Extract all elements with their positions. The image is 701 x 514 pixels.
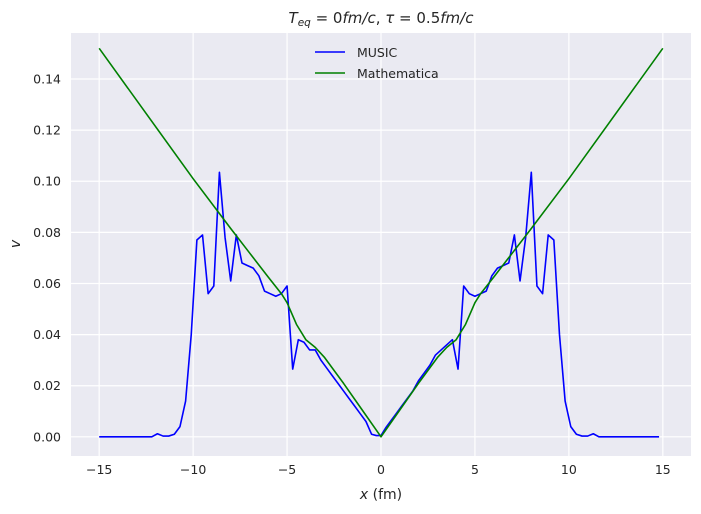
legend-label-music: MUSIC bbox=[357, 45, 398, 60]
legend-label-mathematica: Mathematica bbox=[357, 66, 439, 81]
legend: MUSIC Mathematica bbox=[315, 45, 439, 81]
y-tick-label: 0.02 bbox=[33, 378, 61, 393]
series-line-mathematica bbox=[98, 47, 664, 438]
x-tick-label: −10 bbox=[180, 462, 206, 477]
y-tick-label: 0.10 bbox=[33, 174, 61, 189]
x-axis-label: x (fm) bbox=[359, 487, 402, 503]
x-tick-label: 15 bbox=[655, 462, 671, 477]
x-tick-label: −15 bbox=[86, 462, 112, 477]
grid bbox=[71, 33, 691, 456]
chart-title: Teq = 0fm/c, τ = 0.5fm/c bbox=[289, 9, 475, 29]
series-layer bbox=[98, 47, 664, 438]
y-axis-label: v bbox=[8, 239, 24, 248]
y-tick-label: 0.00 bbox=[33, 429, 61, 444]
y-tick-label: 0.06 bbox=[33, 276, 61, 291]
tick-labels: −15 −10 −5 0 5 10 15 0.00 0.02 0.04 0.06 0.08 0.10 0.… bbox=[33, 72, 671, 477]
y-tick-label: 0.08 bbox=[33, 225, 61, 240]
y-tick-label: 0.12 bbox=[33, 123, 61, 138]
x-tick-label: 0 bbox=[377, 462, 385, 477]
x-tick-label: −5 bbox=[278, 462, 296, 477]
y-tick-label: 0.04 bbox=[33, 327, 61, 342]
x-tick-label: 10 bbox=[561, 462, 577, 477]
y-tick-label: 0.14 bbox=[33, 72, 61, 87]
x-tick-label: 5 bbox=[471, 462, 479, 477]
